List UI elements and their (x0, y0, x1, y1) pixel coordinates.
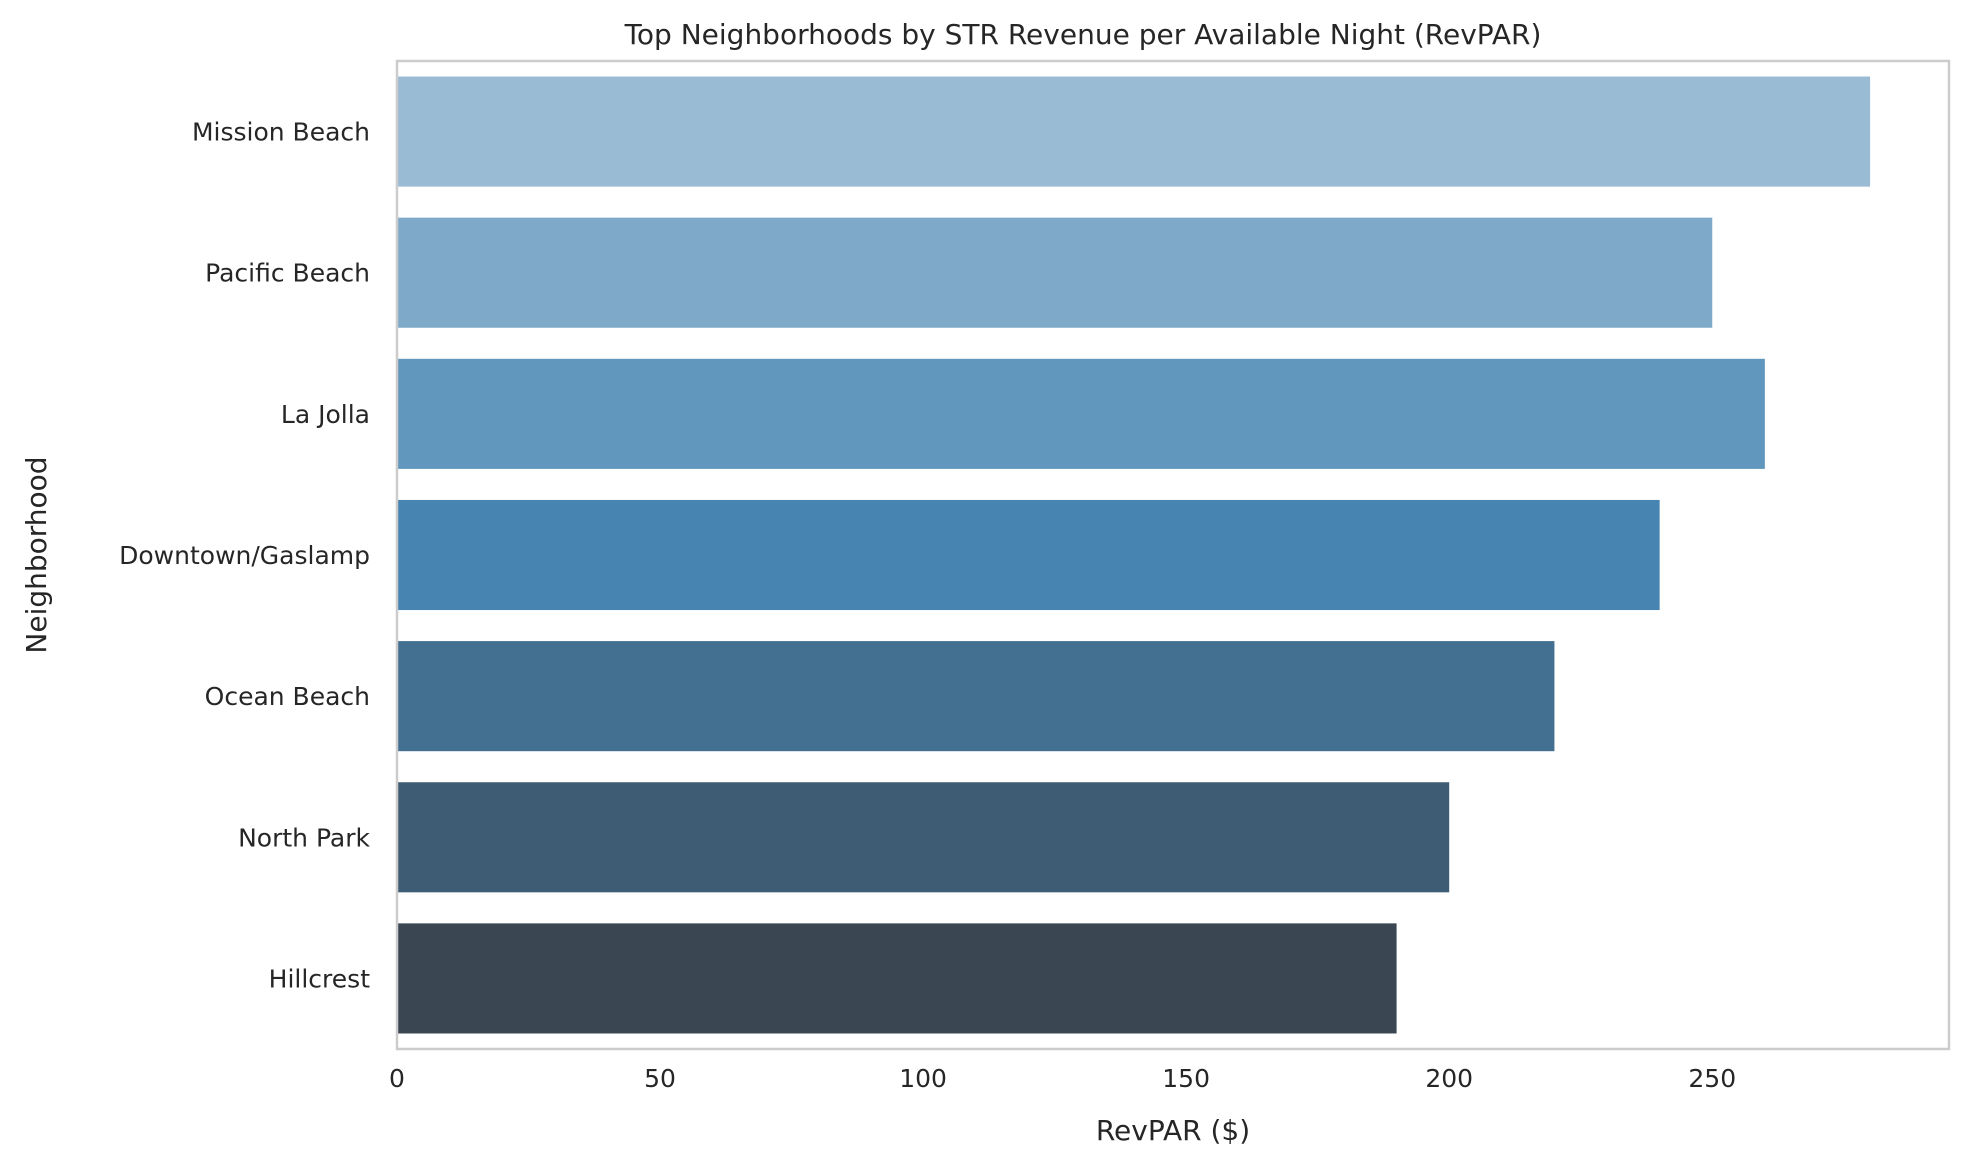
bar (397, 782, 1450, 893)
x-tick-label: 250 (1688, 1064, 1736, 1093)
x-axis-label: RevPAR ($) (1096, 1114, 1250, 1147)
bar (397, 76, 1871, 187)
y-tick-label: Ocean Beach (205, 682, 370, 711)
y-tick-labels: Mission Beach Pacific Beach La Jolla Downto… (119, 118, 370, 994)
x-tick-label: 150 (1162, 1064, 1210, 1093)
bar (397, 217, 1713, 328)
y-tick-label: North Park (238, 823, 370, 852)
y-tick-label: Pacific Beach (205, 259, 370, 288)
y-tick-label: La Jolla (281, 400, 370, 429)
x-tick-label: 50 (644, 1064, 676, 1093)
bar (397, 358, 1765, 469)
x-tick-label: 100 (899, 1064, 947, 1093)
bar (397, 923, 1397, 1034)
y-axis-label: Neighborhood (20, 456, 53, 653)
plot-frame (395, 59, 1951, 1051)
chart-title: Top Neighborhoods by STR Revenue per Ava… (624, 18, 1542, 51)
x-tick-labels: 0 50 100 150 200 250 (389, 1064, 1736, 1093)
y-tick-label: Mission Beach (192, 118, 370, 147)
y-tick-label: Downtown/Gaslamp (119, 541, 370, 570)
x-tick-label: 0 (389, 1064, 405, 1093)
y-tick-label: Hillcrest (269, 964, 371, 993)
bars-group (397, 76, 1871, 1034)
x-tick-label: 200 (1425, 1064, 1473, 1093)
bar (397, 641, 1555, 752)
bar (397, 499, 1660, 611)
